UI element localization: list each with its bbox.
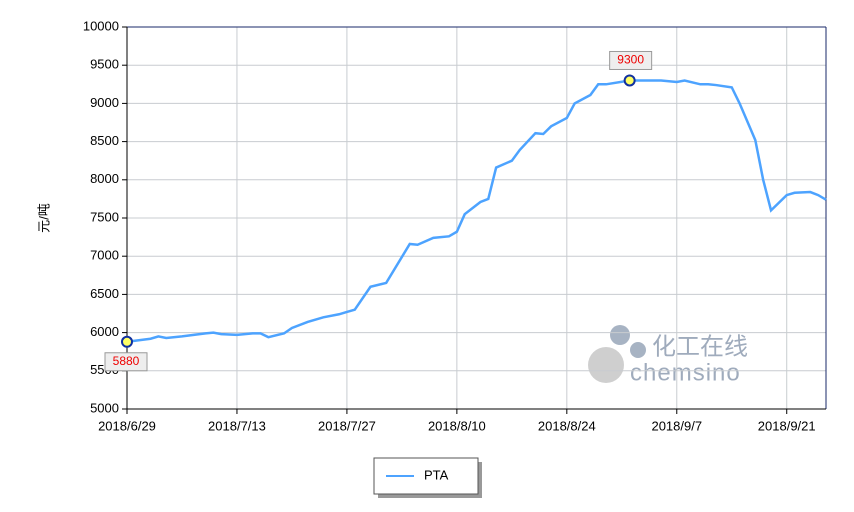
watermark-cn: 化工在线 [652, 333, 748, 360]
y-tick-label: 6500 [90, 286, 119, 301]
x-tick-label: 2018/9/21 [758, 418, 816, 433]
watermark: 化工在线 chemsino [588, 325, 748, 386]
y-tick-label: 8500 [90, 133, 119, 148]
x-tick-label: 2018/6/29 [98, 418, 156, 433]
x-tick-label: 2018/8/24 [538, 418, 596, 433]
annotation-label: 5880 [113, 354, 140, 368]
x-tick-label: 2018/8/10 [428, 418, 486, 433]
line-series [126, 79, 827, 344]
logo [588, 347, 624, 383]
annotation-label: 9300 [617, 53, 644, 67]
y-axis-label: 元/吨 [36, 203, 51, 233]
logo [610, 325, 630, 345]
y-tick-label: 6000 [90, 324, 119, 339]
logo [630, 342, 646, 358]
x-tick-label: 2018/7/27 [318, 418, 376, 433]
y-tick-label: 9000 [90, 95, 119, 110]
y-tick-label: 7000 [90, 248, 119, 263]
y-tick-label: 8000 [90, 171, 119, 186]
x-tick-label: 2018/7/13 [208, 418, 266, 433]
y-tick-label: 10000 [83, 18, 119, 33]
watermark-en: chemsino [630, 359, 741, 386]
annotation-marker [121, 335, 133, 348]
y-tick-label: 9500 [90, 57, 119, 72]
annotation-box [609, 50, 653, 70]
annotation-box [104, 352, 148, 372]
x-tick-label: 2018/9/7 [651, 418, 702, 433]
legend-label: PTA [424, 467, 449, 482]
y-tick-label: 5000 [90, 400, 119, 415]
y-tick-label: 7500 [90, 209, 119, 224]
annotation-marker [623, 74, 636, 87]
